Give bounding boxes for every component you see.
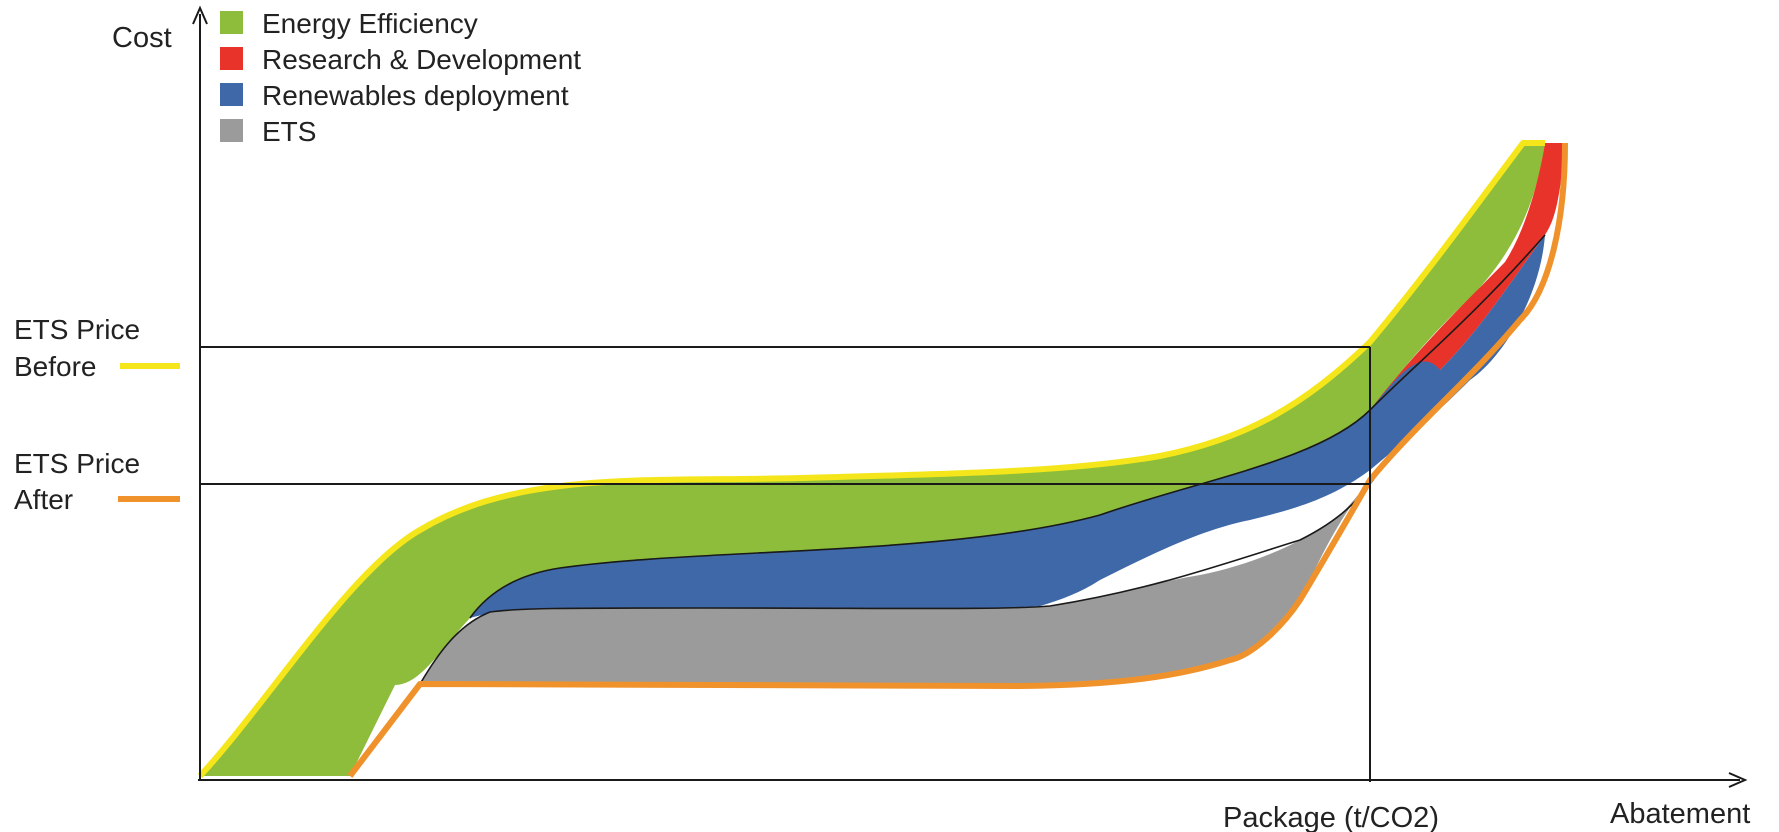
legend-label-renewables: Renewables deployment	[262, 80, 569, 111]
y-axis-arrowhead	[192, 5, 208, 25]
price-before-label-line2: Before	[14, 351, 97, 382]
renewables-top-edge	[469, 234, 1546, 619]
legend: Energy Efficiency Research & Development…	[220, 8, 581, 147]
price-before-label-line1: ETS Price	[14, 314, 140, 345]
legend-label-research-development: Research & Development	[262, 44, 581, 75]
legend-swatch-ets	[220, 119, 243, 142]
x-axis-label: Abatement	[1610, 798, 1750, 830]
price-after-label-line1: ETS Price	[14, 448, 140, 479]
renewables-band	[470, 235, 1545, 618]
legend-swatch-renewables	[220, 83, 243, 106]
legend-swatch-research-development	[220, 47, 243, 70]
ets-band	[420, 470, 1380, 686]
legend-swatch-energy-efficiency	[220, 11, 243, 34]
energy-efficiency-band	[200, 143, 1545, 776]
legend-label-energy-efficiency: Energy Efficiency	[262, 8, 478, 39]
legend-label-ets: ETS	[262, 116, 316, 147]
price-after-label-line2: After	[14, 484, 73, 515]
curve-before	[197, 140, 1545, 779]
curve-after	[347, 142, 1568, 778]
x-axis-arrowhead	[1728, 772, 1748, 788]
y-axis-label: Cost	[112, 22, 172, 54]
ets-top-edge	[419, 469, 1381, 685]
package-label: Package (t/CO2)	[1223, 802, 1439, 832]
